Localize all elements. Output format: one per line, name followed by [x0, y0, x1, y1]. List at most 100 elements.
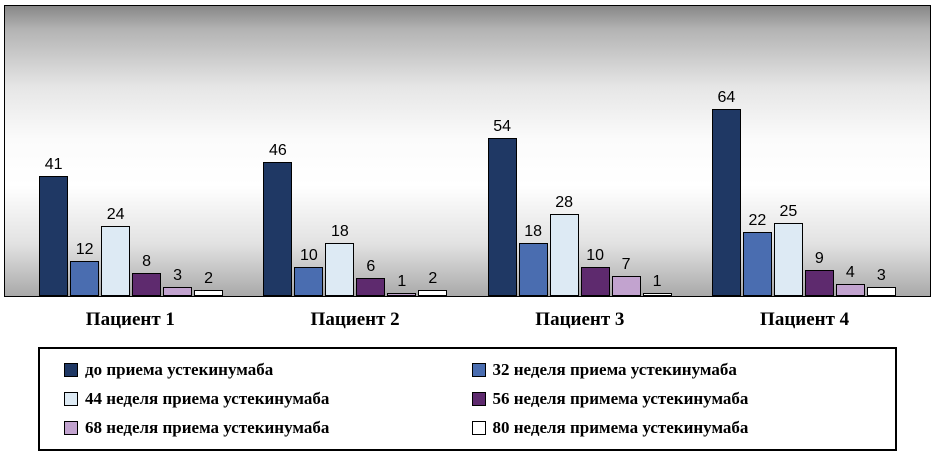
- legend-label: до приема устекинумаба: [85, 360, 274, 379]
- legend-item: до приема устекинумаба: [64, 360, 464, 380]
- bar-value-label: 41: [44, 156, 63, 174]
- bar-value-label: 7: [621, 256, 631, 274]
- bar-column: 18: [325, 223, 355, 296]
- legend-swatch-icon: [471, 392, 486, 406]
- bar-column: 6: [356, 258, 386, 296]
- bar-column: 24: [101, 206, 131, 296]
- legend-swatch-icon: [64, 392, 78, 406]
- bar: [387, 293, 417, 296]
- bar-column: 10: [580, 247, 610, 296]
- bar: [194, 290, 224, 296]
- bar-column: 28: [549, 194, 579, 296]
- legend-item: 80 неделя примема устекинумаба: [471, 418, 872, 438]
- legend-label: 32 неделя приема устекинумаба: [492, 360, 737, 379]
- bar: [742, 232, 772, 296]
- bar-value-label: 9: [814, 250, 824, 268]
- bar-value-label: 18: [524, 223, 543, 241]
- legend-swatch-icon: [64, 421, 78, 435]
- bar-column: 10: [294, 247, 324, 296]
- bar-column: 46: [263, 142, 293, 296]
- legend-item: 44 неделя приема устекинумаба: [64, 389, 464, 409]
- bar-column: 22: [742, 212, 772, 296]
- bar-value-label: 12: [75, 241, 94, 259]
- bar-value-label: 18: [330, 223, 349, 241]
- bar: [163, 287, 193, 296]
- bar-column: 7: [611, 256, 641, 296]
- plot-area: 41 12 24 8 3 2 46 10 18 6 1 2 54 18 28 10 7 1 64 22 25 9 4 3: [4, 5, 931, 297]
- bar-value-label: 1: [397, 273, 407, 291]
- bar: [549, 214, 579, 296]
- bar: [132, 273, 162, 296]
- bar: [773, 223, 803, 296]
- bar-value-label: 25: [779, 203, 798, 221]
- bar: [866, 287, 896, 296]
- legend-label: 56 неделя примема устекинумаба: [492, 389, 749, 408]
- legend-item: 68 неделя приема устекинумаба: [64, 418, 464, 438]
- bar-group: 46 10 18 6 1 2: [263, 142, 448, 296]
- bar-column: 2: [418, 270, 448, 296]
- bar-value-label: 6: [366, 258, 376, 276]
- bar-group: 64 22 25 9 4 3: [711, 89, 896, 296]
- bar-column: 1: [387, 273, 417, 296]
- category-label: Пациент 1: [85, 309, 175, 330]
- bar: [70, 261, 100, 296]
- bar-column: 64: [711, 89, 741, 296]
- bar-column: 3: [866, 267, 896, 296]
- bar-value-label: 24: [106, 206, 125, 224]
- bar-column: 25: [773, 203, 803, 296]
- bar-column: 54: [487, 118, 517, 296]
- bar: [835, 284, 865, 296]
- bar-column: 8: [132, 253, 162, 296]
- bar-column: 12: [70, 241, 100, 296]
- bar-value-label: 8: [142, 253, 152, 271]
- bar-value-label: 54: [493, 118, 512, 136]
- bar: [580, 267, 610, 296]
- legend-item: 56 неделя примема устекинумаба: [471, 389, 872, 409]
- bar-column: 9: [804, 250, 834, 296]
- bar-column: 2: [194, 270, 224, 296]
- bar-value-label: 10: [299, 247, 318, 265]
- category-label: Пациент 4: [760, 309, 850, 330]
- bar: [804, 270, 834, 296]
- bar-value-label: 10: [586, 247, 605, 265]
- bar-value-label: 2: [204, 270, 214, 288]
- bar-column: 1: [642, 273, 672, 296]
- legend-item: 32 неделя приема устекинумаба: [471, 360, 872, 380]
- legend-label: 44 неделя приема устекинумаба: [85, 389, 330, 408]
- bar: [711, 109, 741, 296]
- bar: [294, 267, 324, 296]
- bar: [418, 290, 448, 296]
- bar-value-label: 64: [717, 89, 736, 107]
- bar-column: 41: [39, 156, 69, 296]
- bar-value-label: 3: [876, 267, 886, 285]
- bar-value-label: 46: [268, 142, 287, 160]
- bar: [518, 243, 548, 296]
- bar: [611, 276, 641, 296]
- bar-value-label: 22: [748, 212, 767, 230]
- legend: до приема устекинумаба 32 неделя приема у…: [38, 347, 897, 451]
- bar-column: 18: [518, 223, 548, 296]
- bar-column: 4: [835, 264, 865, 296]
- bar-value-label: 28: [555, 194, 574, 212]
- bar-value-label: 3: [173, 267, 183, 285]
- legend-swatch-icon: [471, 363, 486, 377]
- legend-label: 80 неделя примема устекинумаба: [492, 418, 749, 437]
- bar-group: 54 18 28 10 7 1: [487, 118, 672, 296]
- bar-value-label: 2: [428, 270, 438, 288]
- bar: [39, 176, 69, 296]
- category-label: Пациент 2: [310, 309, 400, 330]
- bar: [325, 243, 355, 296]
- category-labels-row: Пациент 1 Пациент 2 Пациент 3 Пациент 4: [4, 297, 931, 343]
- bar-value-label: 4: [845, 264, 855, 282]
- bar-value-label: 1: [652, 273, 662, 291]
- bar: [487, 138, 517, 296]
- category-label: Пациент 3: [535, 309, 625, 330]
- legend-swatch-icon: [471, 421, 486, 435]
- bar: [101, 226, 131, 296]
- bar: [356, 278, 386, 296]
- bar-column: 3: [163, 267, 193, 296]
- legend-swatch-icon: [64, 363, 78, 377]
- legend-label: 68 неделя приема устекинумаба: [85, 418, 330, 437]
- bar: [263, 162, 293, 296]
